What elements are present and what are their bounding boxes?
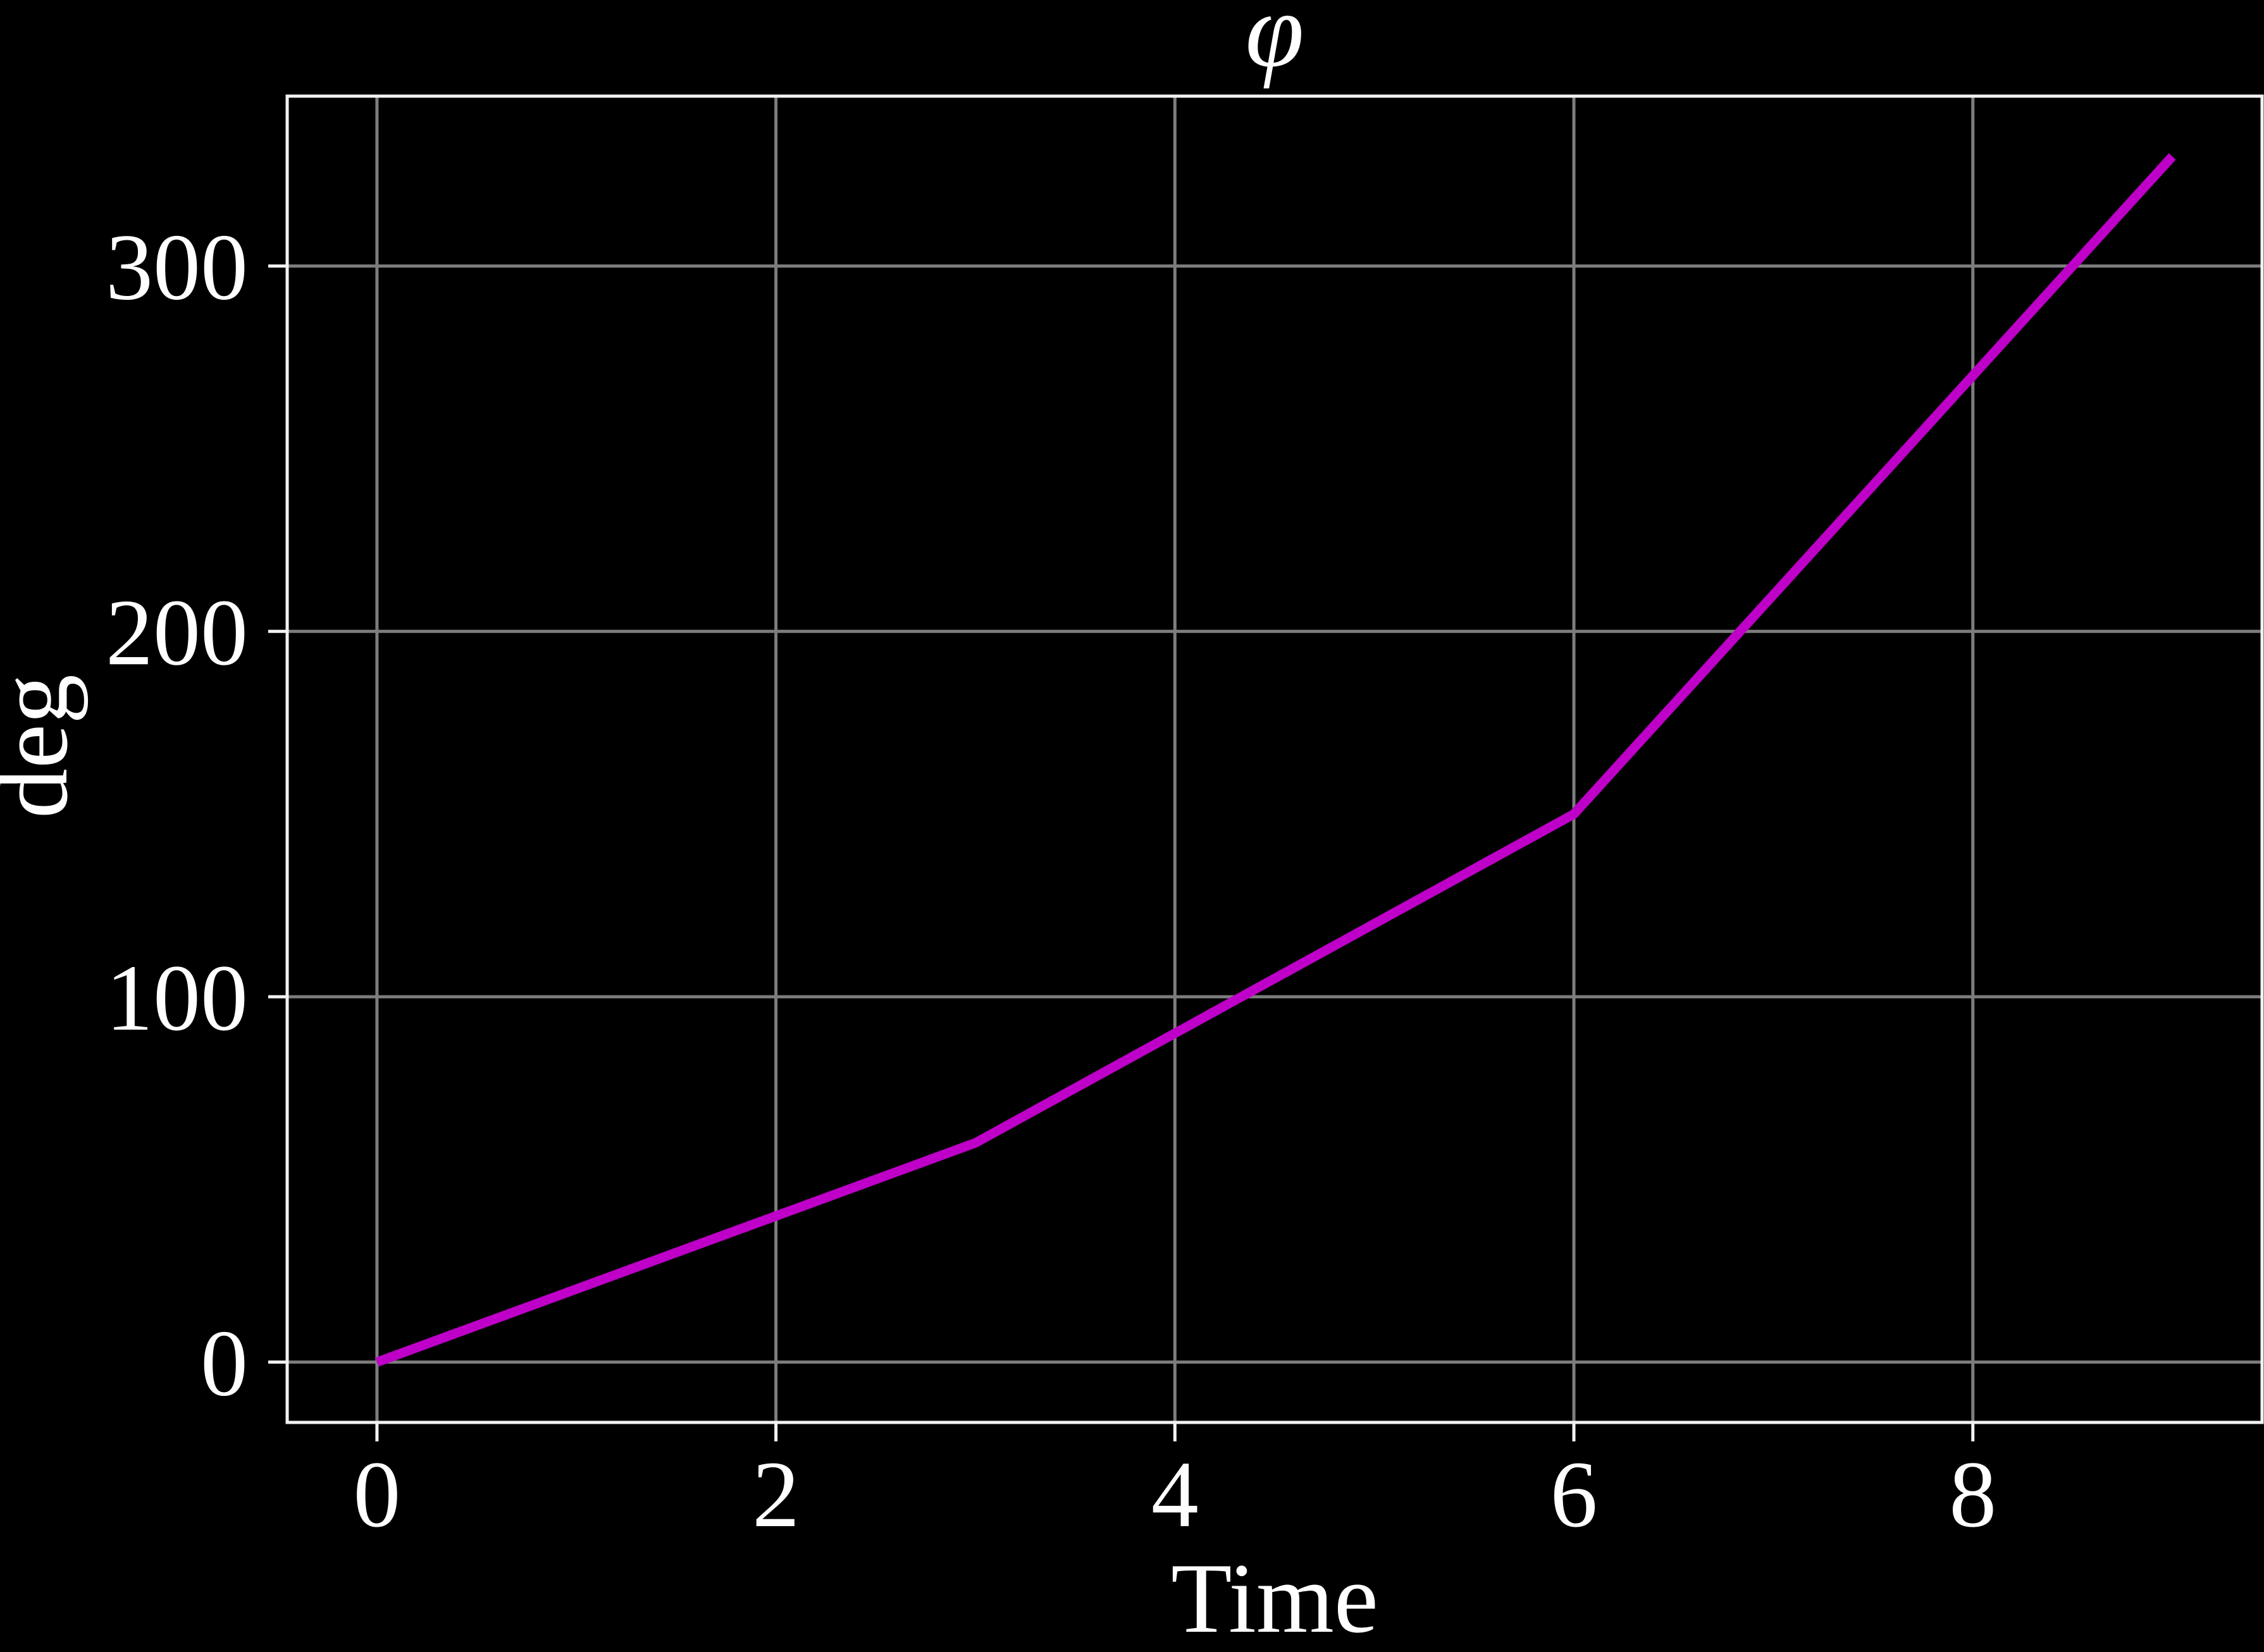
x-tick-label: 4 (1151, 1442, 1199, 1547)
y-axis-label: deg (0, 674, 89, 818)
y-tick-label: 300 (106, 215, 248, 320)
tick-marks (268, 264, 1975, 1441)
x-tick-label: 6 (1550, 1442, 1598, 1547)
y-tick-label: 200 (106, 580, 248, 685)
y-tick-label: 100 (106, 946, 248, 1051)
x-tick-label: 0 (353, 1442, 400, 1547)
chart-title: φ (1246, 0, 1304, 89)
x-tick-label: 2 (752, 1442, 800, 1547)
y-tick-label: 0 (201, 1311, 248, 1416)
tick-labels: 0 2 4 6 8 0 100 200 300 (106, 215, 1996, 1547)
x-axis-label: Time (1171, 1543, 1378, 1652)
gridlines (287, 96, 2262, 1422)
phi-series-line (375, 153, 2176, 1367)
x-tick-label: 8 (1949, 1442, 1996, 1547)
plot-border (285, 94, 2264, 1424)
